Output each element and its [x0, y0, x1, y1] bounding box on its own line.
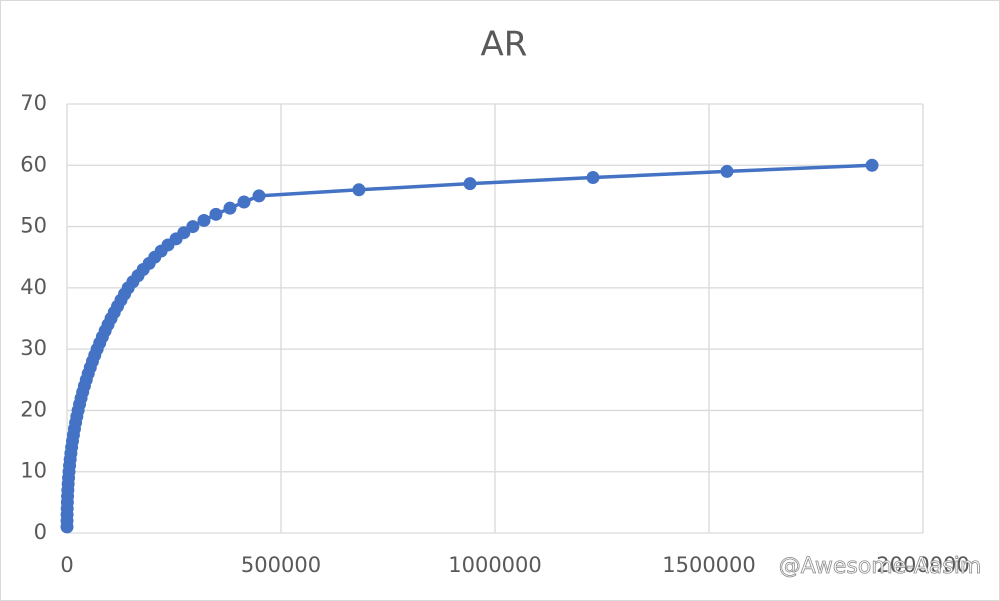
x-tick-label: 2000000: [876, 553, 970, 577]
y-tick-label: 20: [20, 397, 47, 421]
y-tick-label: 30: [20, 336, 47, 360]
y-tick-label: 0: [34, 520, 47, 544]
data-point: [252, 189, 266, 203]
data-point: [223, 201, 237, 215]
data-point: [186, 220, 200, 234]
chart-title: AR: [481, 25, 528, 65]
watermark: @Awesome-Aasim: [779, 554, 982, 579]
x-tick-label: 1500000: [662, 553, 756, 577]
x-tick-label: 500000: [241, 553, 321, 577]
y-tick-label: 10: [20, 459, 47, 483]
data-point: [586, 171, 600, 185]
data-point: [720, 164, 734, 178]
x-tick-label: 1000000: [448, 553, 542, 577]
data-point: [463, 177, 477, 191]
data-point: [209, 207, 223, 221]
data-point: [197, 213, 211, 227]
y-tick-label: 70: [20, 91, 47, 115]
data-point: [352, 183, 366, 197]
y-tick-label: 40: [20, 275, 47, 299]
data-point: [237, 195, 251, 209]
data-point: [865, 158, 879, 172]
x-tick-label: 0: [60, 553, 73, 577]
y-tick-label: 50: [20, 214, 47, 238]
y-tick-label: 60: [20, 152, 47, 176]
